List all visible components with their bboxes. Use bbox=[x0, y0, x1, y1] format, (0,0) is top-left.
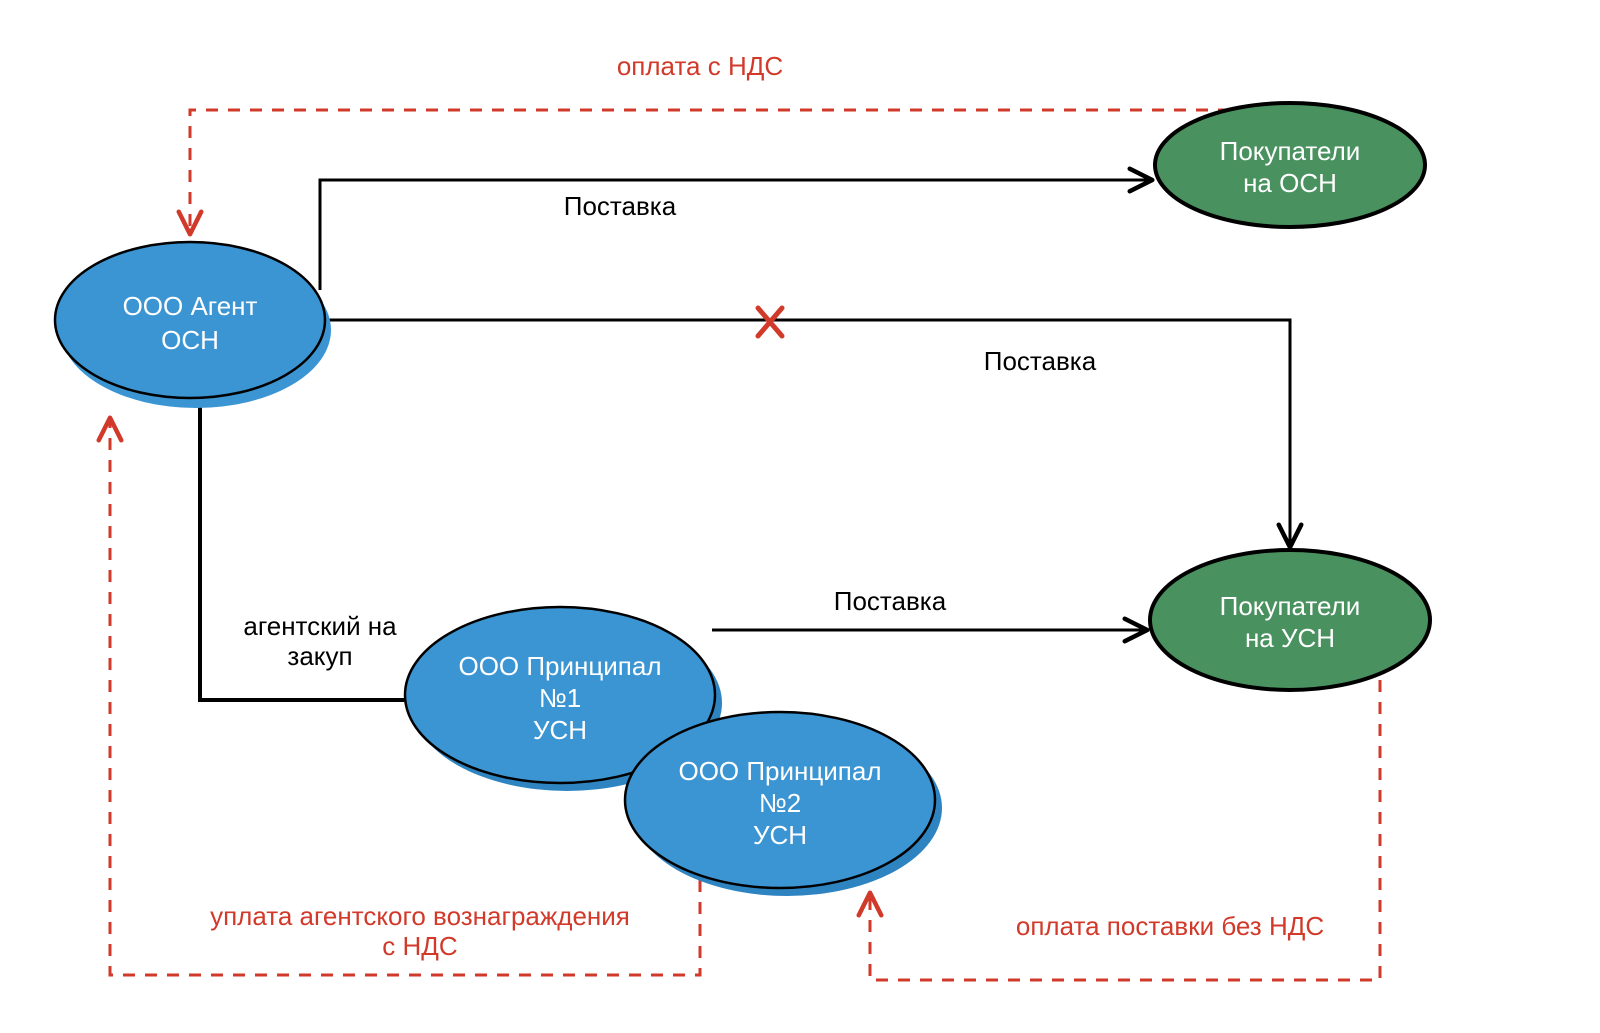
node-princ1-line3: УСН bbox=[533, 715, 587, 745]
svg-text:УСН: УСН bbox=[533, 715, 587, 745]
label-delivery-2: Поставка bbox=[984, 346, 1097, 376]
label-delivery-1: Поставка bbox=[564, 191, 677, 221]
label-payment-vat: оплата с НДС bbox=[617, 51, 783, 81]
x-mark-icon bbox=[758, 308, 782, 336]
svg-text:на УСН: на УСН bbox=[1245, 623, 1335, 653]
svg-text:ООО Принципал: ООО Принципал bbox=[678, 756, 881, 786]
node-agent-line1: ООО Агент bbox=[123, 291, 258, 321]
svg-text:УСН: УСН bbox=[753, 820, 807, 850]
svg-text:ООО Агент: ООО Агент bbox=[123, 291, 258, 321]
node-agent: ООО Агент ОСН bbox=[55, 242, 331, 408]
edge-payment-vat bbox=[190, 110, 1230, 232]
label-agent-purchase-1: агентский на bbox=[243, 611, 397, 641]
node-buyer-usn-line1: Покупатели bbox=[1220, 591, 1361, 621]
node-princ1-line2: №1 bbox=[539, 683, 581, 713]
node-principal-2: ООО Принципал №2 УСН bbox=[625, 712, 942, 896]
label-pay-no-vat: оплата поставки без НДС bbox=[1016, 911, 1324, 941]
svg-text:ОСН: ОСН bbox=[161, 325, 219, 355]
node-buyer-usn: Покупатели на УСН bbox=[1150, 550, 1430, 690]
node-buyer-osn-line1: Покупатели bbox=[1220, 136, 1361, 166]
node-buyer-osn-line2: на ОСН bbox=[1243, 168, 1337, 198]
node-princ2-line3: УСН bbox=[753, 820, 807, 850]
svg-text:Покупатели: Покупатели bbox=[1220, 136, 1361, 166]
node-agent-line2: ОСН bbox=[161, 325, 219, 355]
node-princ2-line1: ООО Принципал bbox=[678, 756, 881, 786]
node-princ2-line2: №2 bbox=[759, 788, 801, 818]
label-agent-fee-2: с НДС bbox=[382, 931, 457, 961]
node-buyer-osn: Покупатели на ОСН bbox=[1155, 103, 1425, 227]
flowchart-diagram: ООО Агент ОСН Покупатели на ОСН Покупате… bbox=[0, 0, 1600, 1033]
label-agent-fee-1: уплата агентского вознаграждения bbox=[210, 901, 630, 931]
label-agent-purchase-2: закуп bbox=[287, 641, 352, 671]
svg-text:ООО Принципал: ООО Принципал bbox=[458, 651, 661, 681]
svg-text:на ОСН: на ОСН bbox=[1243, 168, 1337, 198]
svg-text:№1: №1 bbox=[539, 683, 581, 713]
edge-agent-to-buyerUSN-blocked bbox=[328, 320, 1290, 545]
node-princ1-line1: ООО Принципал bbox=[458, 651, 661, 681]
svg-text:№2: №2 bbox=[759, 788, 801, 818]
label-delivery-3: Поставка bbox=[834, 586, 947, 616]
edge-agent-to-buyerOSN bbox=[320, 180, 1150, 290]
svg-text:Покупатели: Покупатели bbox=[1220, 591, 1361, 621]
node-buyer-usn-line2: на УСН bbox=[1245, 623, 1335, 653]
